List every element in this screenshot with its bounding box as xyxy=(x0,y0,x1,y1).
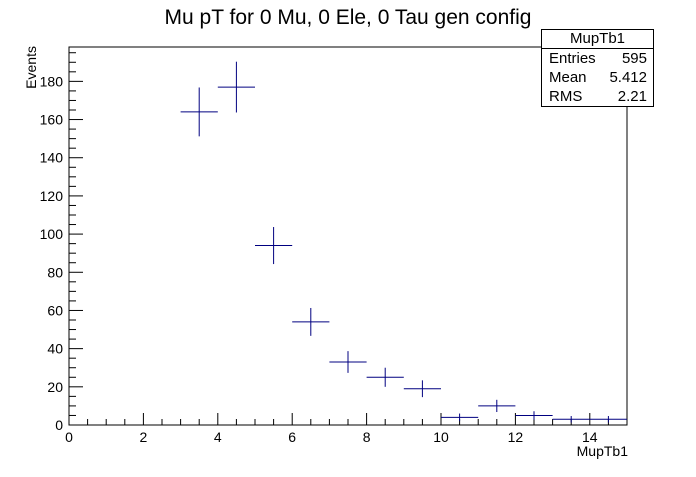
x-tick-label: 0 xyxy=(65,429,73,445)
y-tick-label: 40 xyxy=(47,341,63,357)
data-point xyxy=(366,367,404,387)
axis-ticks xyxy=(68,52,628,426)
y-tick-label: 60 xyxy=(47,302,63,318)
stats-value-entries: 595 xyxy=(621,50,647,67)
data-point xyxy=(589,416,627,423)
x-tick-label: 8 xyxy=(363,429,371,445)
data-point xyxy=(180,87,218,137)
x-tick-label: 4 xyxy=(214,429,222,445)
y-axis-label: Events xyxy=(23,46,39,89)
data-point xyxy=(441,413,479,422)
data-point xyxy=(329,351,367,373)
stats-label-mean: Mean xyxy=(549,69,587,86)
data-point xyxy=(478,399,516,413)
y-tick-label: 140 xyxy=(40,150,64,166)
y-tick-label: 180 xyxy=(40,73,64,89)
stats-value-mean: 5.412 xyxy=(609,69,647,86)
stats-row-entries: Entries 595 xyxy=(542,49,653,68)
x-tick-label: 2 xyxy=(140,429,148,445)
data-point xyxy=(552,416,590,423)
y-tick-label: 20 xyxy=(47,379,63,395)
y-tick-label: 100 xyxy=(40,226,64,242)
data-point xyxy=(217,61,255,113)
chart-title: Mu pT for 0 Mu, 0 Ele, 0 Tau gen config xyxy=(165,6,532,29)
data-points xyxy=(180,61,627,423)
stats-row-rms: RMS 2.21 xyxy=(542,87,653,106)
x-tick-label: 14 xyxy=(582,429,598,445)
y-tick-label: 160 xyxy=(40,112,64,128)
stats-box: MupTb1 Entries 595 Mean 5.412 RMS 2.21 xyxy=(541,29,654,107)
data-point xyxy=(515,411,553,420)
x-tick-label: 12 xyxy=(508,429,524,445)
data-point xyxy=(292,307,330,336)
stats-row-mean: Mean 5.412 xyxy=(542,68,653,87)
data-point xyxy=(255,227,293,265)
x-tick-label: 10 xyxy=(433,429,449,445)
y-tick-label: 80 xyxy=(47,264,63,280)
x-axis-label: MupTb1 xyxy=(577,443,629,459)
stats-label-entries: Entries xyxy=(549,50,596,67)
stats-title: MupTb1 xyxy=(542,30,653,49)
data-point xyxy=(403,380,441,398)
y-tick-label: 0 xyxy=(55,417,63,433)
y-tick-label: 120 xyxy=(40,188,64,204)
stats-label-rms: RMS xyxy=(549,88,583,105)
x-tick-label: 6 xyxy=(288,429,296,445)
stats-value-rms: 2.21 xyxy=(617,88,647,105)
